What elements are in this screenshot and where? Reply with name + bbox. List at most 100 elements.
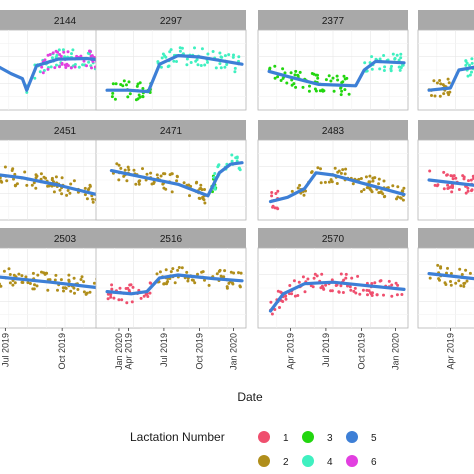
x-tick-label: Jul 2019 (159, 333, 169, 367)
data-point (441, 83, 445, 87)
legend-label: 3 (327, 433, 333, 444)
data-point (229, 270, 233, 274)
data-point (82, 280, 86, 284)
data-point (439, 82, 443, 86)
data-point (182, 181, 186, 185)
data-point (368, 174, 372, 178)
data-point (88, 290, 92, 294)
data-point (62, 50, 66, 54)
data-point (290, 189, 294, 193)
data-point (451, 177, 455, 181)
data-point (161, 182, 165, 186)
data-point (341, 291, 345, 294)
data-point (288, 284, 292, 287)
data-point (397, 65, 401, 69)
data-point (53, 278, 57, 282)
data-point (169, 270, 173, 274)
data-point (110, 287, 114, 291)
data-point (124, 287, 128, 290)
data-point (69, 289, 73, 293)
data-point (55, 53, 59, 57)
data-point (39, 172, 43, 176)
data-point (127, 168, 131, 172)
data-point (66, 50, 70, 54)
data-point (54, 175, 58, 179)
data-point (50, 176, 54, 180)
data-point (390, 64, 393, 68)
data-point (446, 266, 449, 270)
data-point (378, 57, 382, 61)
facet-strip-label: 2471 (160, 126, 183, 137)
data-points (269, 272, 404, 316)
data-point (428, 276, 432, 280)
data-point (464, 63, 468, 67)
data-point (356, 274, 360, 278)
data-point (211, 50, 215, 53)
data-point (125, 83, 128, 87)
data-point (357, 177, 361, 181)
data-point (161, 52, 165, 56)
data-point (91, 197, 95, 201)
data-point (270, 194, 274, 198)
data-point (152, 180, 156, 184)
data-point (28, 282, 32, 285)
data-point (464, 191, 468, 195)
data-point (141, 87, 145, 90)
data-point (359, 177, 363, 180)
data-point (283, 71, 287, 75)
data-point (201, 195, 205, 199)
data-point (155, 173, 159, 177)
data-point (3, 165, 7, 169)
data-point (351, 182, 355, 186)
data-point (123, 168, 127, 172)
data-point (324, 78, 328, 82)
data-point (81, 63, 85, 67)
facet-strip (96, 120, 246, 140)
data-point (185, 57, 189, 61)
data-point (59, 278, 63, 282)
legend-swatch (258, 431, 270, 443)
x-tick-label: Oct 2019 (356, 333, 366, 370)
data-point (467, 179, 470, 183)
x-tick-label: Jul 2019 (0, 333, 10, 367)
data-point (60, 192, 64, 196)
data-point (270, 191, 274, 194)
data-point (466, 186, 470, 190)
data-point (5, 179, 9, 183)
data-point (281, 67, 285, 71)
data-point (401, 63, 405, 67)
data-point (200, 47, 204, 51)
data-point (172, 59, 176, 63)
data-point (113, 97, 117, 101)
data-point (33, 283, 36, 287)
data-point (396, 195, 400, 199)
data-point (109, 293, 113, 297)
data-point (387, 279, 391, 283)
data-point (54, 49, 58, 53)
fitted-curve (267, 59, 406, 88)
data-point (83, 186, 87, 190)
data-point (296, 294, 300, 297)
data-point (447, 186, 451, 190)
data-point (231, 281, 234, 285)
data-point (430, 94, 433, 97)
data-point (0, 282, 1, 286)
data-point (111, 91, 115, 95)
data-point (203, 201, 207, 205)
data-point (377, 177, 381, 181)
data-point (148, 281, 152, 285)
data-point (50, 56, 54, 60)
data-point (445, 173, 449, 177)
data-point (158, 270, 162, 274)
data-point (339, 171, 343, 175)
x-tick-label: Apr 2019 (123, 333, 133, 370)
data-point (213, 172, 217, 175)
data-point (46, 288, 50, 292)
data-point (25, 183, 29, 187)
data-point (290, 292, 294, 296)
data-point (141, 167, 144, 171)
facet-strip (96, 228, 246, 248)
data-point (60, 176, 64, 180)
data-point (373, 281, 377, 285)
fitted-curve (427, 65, 474, 92)
